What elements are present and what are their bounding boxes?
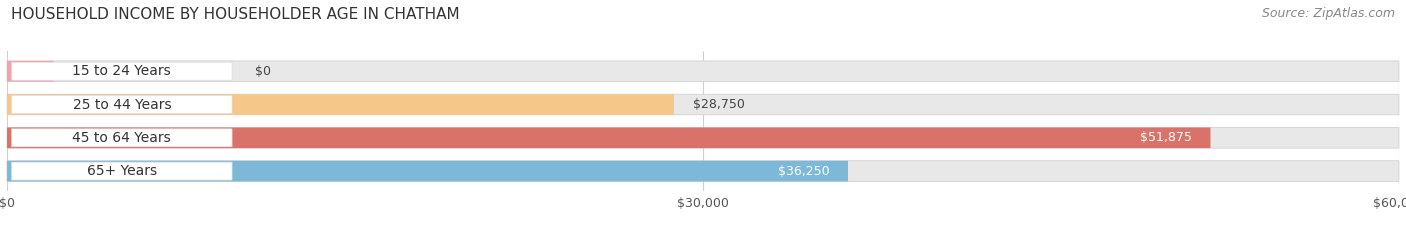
Text: $51,875: $51,875: [1140, 131, 1192, 144]
FancyBboxPatch shape: [11, 62, 232, 80]
FancyBboxPatch shape: [7, 127, 1211, 148]
FancyBboxPatch shape: [7, 161, 1399, 182]
FancyBboxPatch shape: [7, 127, 1399, 148]
FancyBboxPatch shape: [7, 161, 848, 182]
FancyBboxPatch shape: [7, 94, 673, 115]
Text: HOUSEHOLD INCOME BY HOUSEHOLDER AGE IN CHATHAM: HOUSEHOLD INCOME BY HOUSEHOLDER AGE IN C…: [11, 7, 460, 22]
Text: 15 to 24 Years: 15 to 24 Years: [73, 64, 172, 78]
FancyBboxPatch shape: [7, 61, 1399, 82]
Text: $0: $0: [256, 65, 271, 78]
Text: 45 to 64 Years: 45 to 64 Years: [73, 131, 172, 145]
Text: 65+ Years: 65+ Years: [87, 164, 157, 178]
FancyBboxPatch shape: [7, 94, 1399, 115]
Text: Source: ZipAtlas.com: Source: ZipAtlas.com: [1261, 7, 1395, 20]
FancyBboxPatch shape: [11, 96, 232, 113]
FancyBboxPatch shape: [7, 61, 53, 82]
Text: $36,250: $36,250: [778, 164, 830, 178]
FancyBboxPatch shape: [11, 162, 232, 180]
Text: $28,750: $28,750: [693, 98, 744, 111]
Text: 25 to 44 Years: 25 to 44 Years: [73, 98, 172, 112]
FancyBboxPatch shape: [11, 129, 232, 147]
